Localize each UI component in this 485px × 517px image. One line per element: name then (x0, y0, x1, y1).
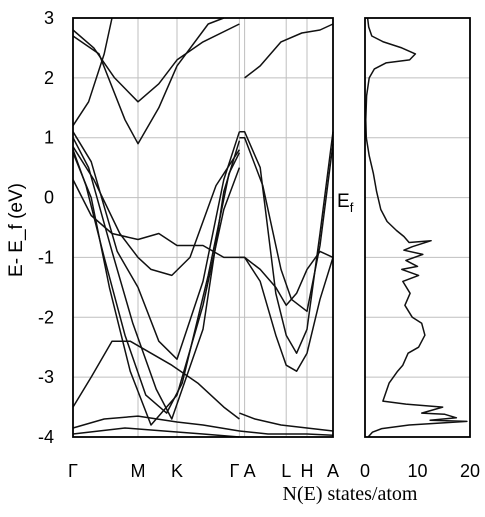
y-tick-label: 3 (44, 8, 54, 28)
dos-x-tick-label: 10 (407, 461, 427, 481)
band-line (72, 427, 240, 438)
band-line (239, 430, 334, 436)
kpoint-label: Γ (229, 461, 239, 481)
fermi-level-label-main: E (337, 191, 350, 212)
band-line (72, 149, 241, 414)
kpoint-label: A (244, 461, 256, 481)
band-lines (72, 17, 334, 438)
band-line (72, 146, 241, 277)
y-tick-label: -4 (38, 427, 54, 447)
dos-lines (365, 17, 468, 438)
band-line (72, 17, 113, 127)
dos-x-axis-label: N(E) states/atom (283, 483, 418, 505)
y-tick-label: -2 (38, 307, 54, 327)
dos-x-tick-labels: 0 10 20 (360, 461, 480, 481)
y-tick-label: -1 (38, 247, 54, 267)
dos-plot-frame (364, 17, 471, 438)
band-line (72, 137, 241, 420)
band-line (72, 340, 240, 420)
dos-line (365, 17, 468, 438)
y-tick-labels: -4 -3 -2 -1 0 1 2 3 (38, 8, 54, 447)
band-line (244, 23, 334, 79)
y-tick-label: 1 (44, 128, 54, 148)
band-line (72, 23, 240, 103)
y-tick-label: -3 (38, 367, 54, 387)
band-grid (72, 17, 334, 438)
band-line (72, 179, 240, 259)
kpoint-label: K (171, 461, 183, 481)
band-line (239, 136, 334, 313)
y-tick-label: 0 (44, 188, 54, 208)
dos-x-tick-label: 20 (460, 461, 480, 481)
band-line (239, 256, 334, 372)
dos-grid (365, 17, 470, 438)
kpoint-label: A (327, 461, 339, 481)
kpoint-label: L (281, 461, 291, 481)
kpoint-label: M (131, 461, 146, 481)
kpoint-label: Γ (68, 461, 78, 481)
band-line (72, 152, 241, 426)
fermi-level-label: Ef (337, 191, 354, 215)
y-axis-label: E- E_f (eV) (6, 183, 27, 277)
band-line (72, 415, 240, 432)
band-line (239, 412, 334, 432)
kpoint-label: H (301, 461, 314, 481)
band-line (72, 17, 225, 145)
y-tick-label: 2 (44, 68, 54, 88)
band-line (239, 250, 334, 307)
fermi-level-label-sub: f (350, 200, 354, 215)
band-plot-frame (72, 17, 334, 438)
dos-x-tick-label: 0 (360, 461, 370, 481)
